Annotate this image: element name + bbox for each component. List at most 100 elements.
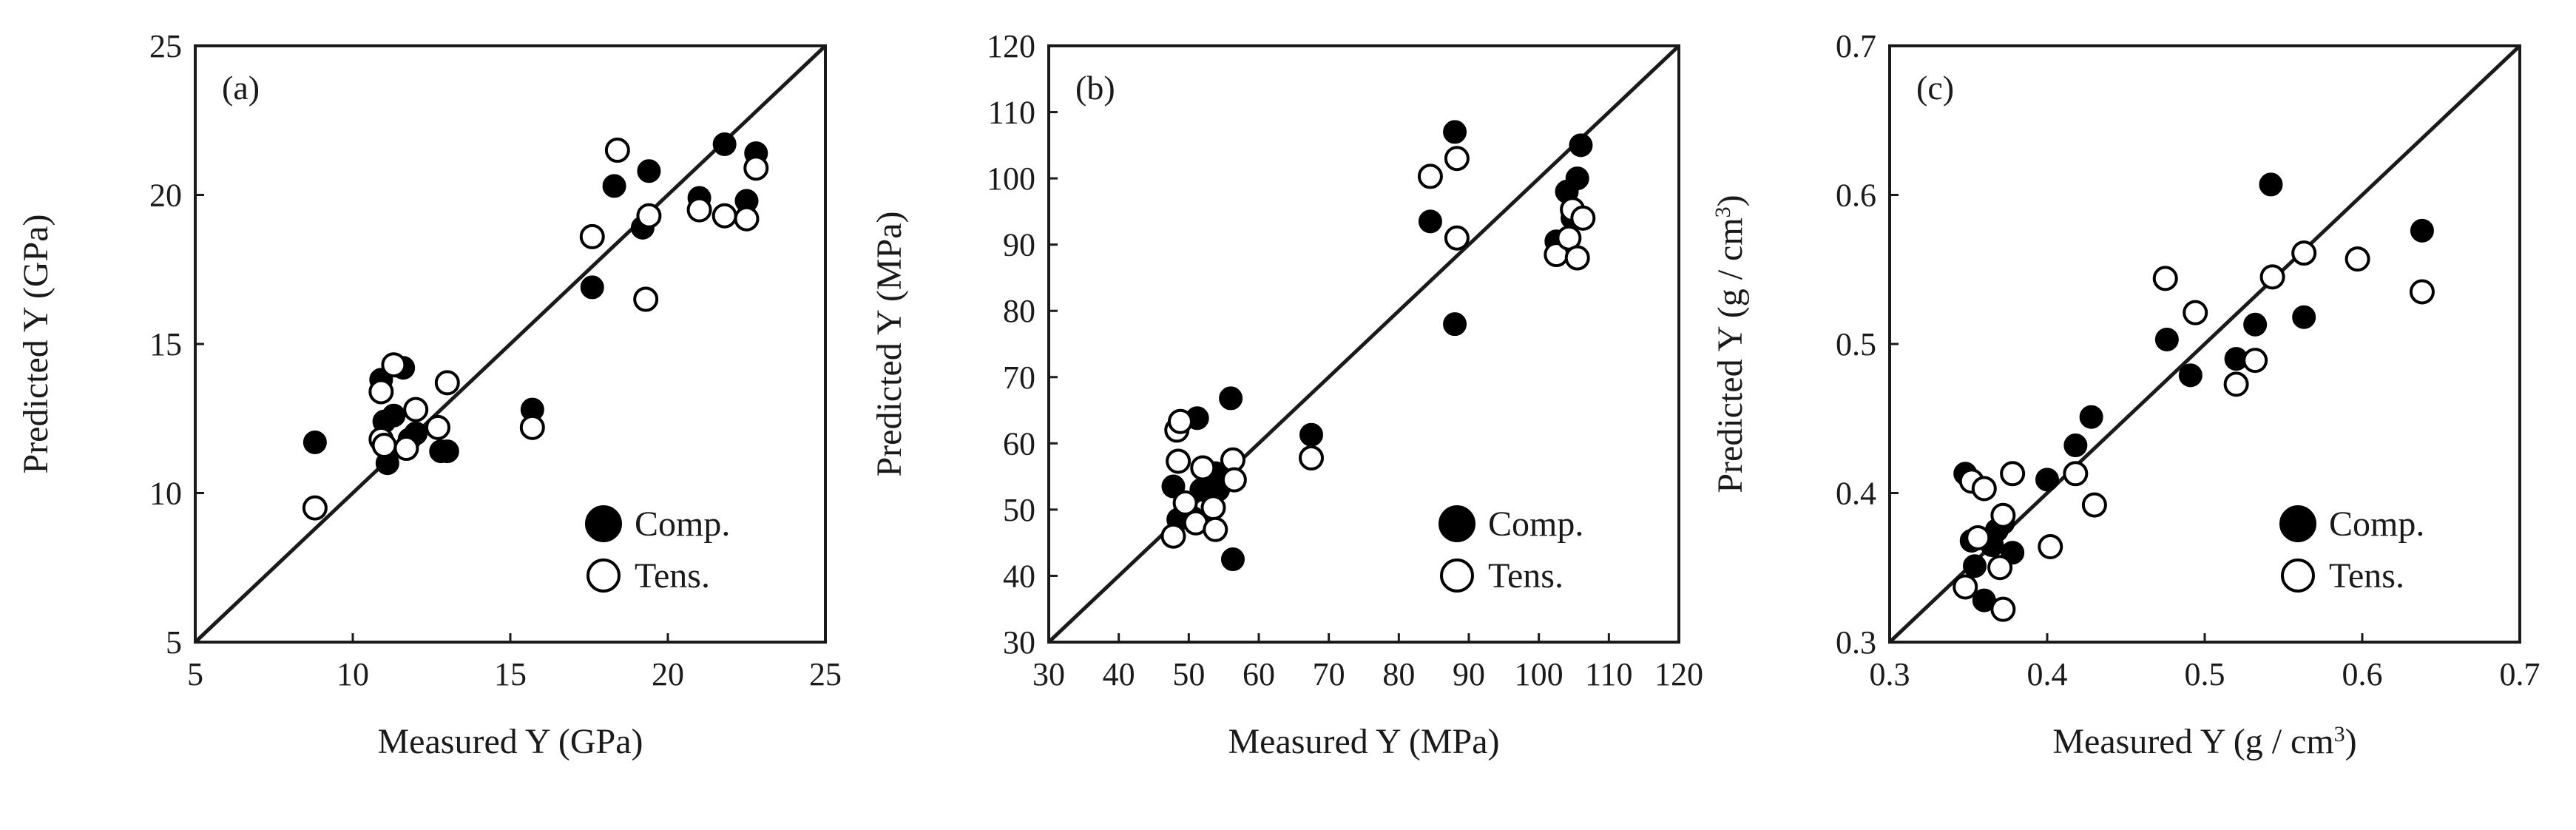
tens-data-point — [636, 203, 662, 229]
legend-label-tens: Tens. — [1488, 556, 1563, 595]
comp-data-point — [2063, 433, 2088, 458]
comp-data-point — [382, 403, 406, 428]
legend-comp-marker — [1439, 505, 1475, 542]
y-tick-label: 15 — [149, 326, 182, 362]
tens-data-point — [633, 286, 659, 312]
tens-data-point — [2223, 371, 2249, 397]
chart-panel-2: 30 40 50 60 70 80 90 100 110 120 30 40 50 60 70 80 90 100… — [870, 28, 1703, 761]
x-tick-label: 0.7 — [2500, 656, 2540, 692]
comp-data-point — [2035, 468, 2059, 492]
chart-panel-1: 5 10 15 20 25 5 10 15 20 25 Measured Y (GPa) Predic… — [16, 28, 842, 761]
tens-data-point — [381, 352, 407, 378]
tens-data-point — [1167, 408, 1193, 434]
tens-data-point — [2259, 264, 2285, 290]
y-tick-label: 40 — [1003, 558, 1035, 594]
legend: Comp. Tens. — [1439, 505, 1583, 595]
legend-label-tens: Tens. — [635, 556, 710, 595]
comp-data-point — [2410, 218, 2434, 243]
x-tick-label: 60 — [1243, 656, 1275, 692]
tens-data-point — [519, 414, 545, 440]
tens-data-point — [2038, 534, 2063, 560]
comp-data-point — [712, 132, 737, 156]
y-tick-label: 60 — [1003, 425, 1035, 462]
tens-data-point — [2409, 279, 2435, 305]
x-tick-label: 0.6 — [2342, 656, 2383, 692]
y-axis-title: Predicted Y (g / cm3) — [1711, 195, 1751, 493]
tens-data-point — [2152, 266, 2178, 291]
tens-data-point — [2345, 246, 2370, 272]
tens-data-point — [371, 433, 397, 459]
y-tick-label: 10 — [149, 476, 182, 512]
y-tick-label: 0.3 — [1836, 624, 1876, 661]
y-axis-title: Predicted Y (MPa) — [870, 211, 909, 476]
y-tick-label: 50 — [1003, 492, 1035, 528]
tens-data-point — [1444, 225, 1470, 251]
comp-data-point — [1443, 120, 1467, 144]
x-axis-title: Measured Y (MPa) — [1228, 722, 1499, 761]
y-tick-label: 30 — [1003, 624, 1035, 661]
x-axis-title: Measured Y (g / cm3) — [2052, 722, 2356, 762]
tens-data-point — [1444, 146, 1470, 172]
legend-tens-marker — [586, 559, 621, 593]
comp-data-point — [2154, 327, 2179, 351]
tens-data-point — [2000, 461, 2026, 487]
tens-data-point — [2183, 300, 2208, 325]
comp-data-point — [1299, 422, 1323, 447]
comp-data-point — [580, 275, 604, 300]
comp-data-point — [1569, 133, 1593, 158]
x-tick-label: 0.5 — [2185, 656, 2225, 692]
tens-data-point — [1203, 516, 1228, 542]
comp-data-point — [1443, 312, 1467, 337]
y-tick-label: 5 — [166, 624, 182, 661]
comp-data-point — [435, 439, 459, 464]
comp-data-point — [1161, 474, 1186, 499]
x-tick-label: 10 — [337, 656, 369, 692]
tens-data-point — [368, 379, 394, 405]
tens-data-point — [1990, 596, 2016, 622]
comp-data-point — [2178, 363, 2203, 388]
tens-data-point — [434, 370, 460, 396]
legend-label-comp: Comp. — [635, 505, 730, 544]
x-tick-label: 40 — [1103, 656, 1135, 692]
x-tick-label: 0.4 — [2027, 656, 2068, 692]
y-tick-label: 100 — [987, 161, 1035, 197]
legend-tens-marker — [2281, 559, 2315, 593]
comp-data-point — [1565, 166, 1589, 191]
panel-label: (c) — [1916, 69, 1954, 107]
x-axis-title: Measured Y (GPa) — [378, 722, 643, 761]
x-tick-label: 70 — [1313, 656, 1345, 692]
y-tick-label: 0.6 — [1836, 178, 1876, 214]
legend-label-comp: Comp. — [1488, 505, 1583, 544]
legend-tens-marker — [1440, 559, 1474, 593]
tens-data-point — [1953, 574, 1978, 600]
y-tick-label: 70 — [1003, 360, 1035, 396]
tens-data-point — [686, 197, 712, 223]
tens-data-point — [2291, 240, 2317, 266]
plot-frame — [1047, 44, 1680, 644]
x-tick-label: 5 — [187, 656, 203, 692]
tens-data-point — [1200, 495, 1226, 521]
y-tick-label: 120 — [987, 28, 1035, 64]
tens-data-point — [1417, 163, 1443, 189]
x-tick-label: 20 — [652, 656, 684, 692]
y-tick-label: 0.5 — [1836, 326, 1876, 362]
tens-data-point — [734, 206, 760, 232]
y-tick-label: 0.7 — [1836, 28, 1876, 64]
legend: Comp. Tens. — [585, 505, 730, 595]
series-comp — [302, 132, 768, 476]
x-tick-label: 80 — [1382, 656, 1415, 692]
x-tick-label: 50 — [1172, 656, 1205, 692]
tens-data-point — [743, 155, 769, 181]
tens-data-point — [604, 138, 630, 163]
comp-data-point — [1963, 554, 1987, 578]
tens-data-point — [1971, 476, 1997, 502]
tens-data-point — [1564, 245, 1590, 271]
comp-data-point — [1220, 547, 1245, 572]
x-tick-label: 30 — [1032, 656, 1065, 692]
series-tens — [1160, 146, 1596, 549]
comp-data-point — [1418, 209, 1442, 234]
y-tick-label: 80 — [1003, 293, 1035, 329]
tens-data-point — [711, 203, 737, 229]
series-tens — [1953, 240, 2435, 622]
